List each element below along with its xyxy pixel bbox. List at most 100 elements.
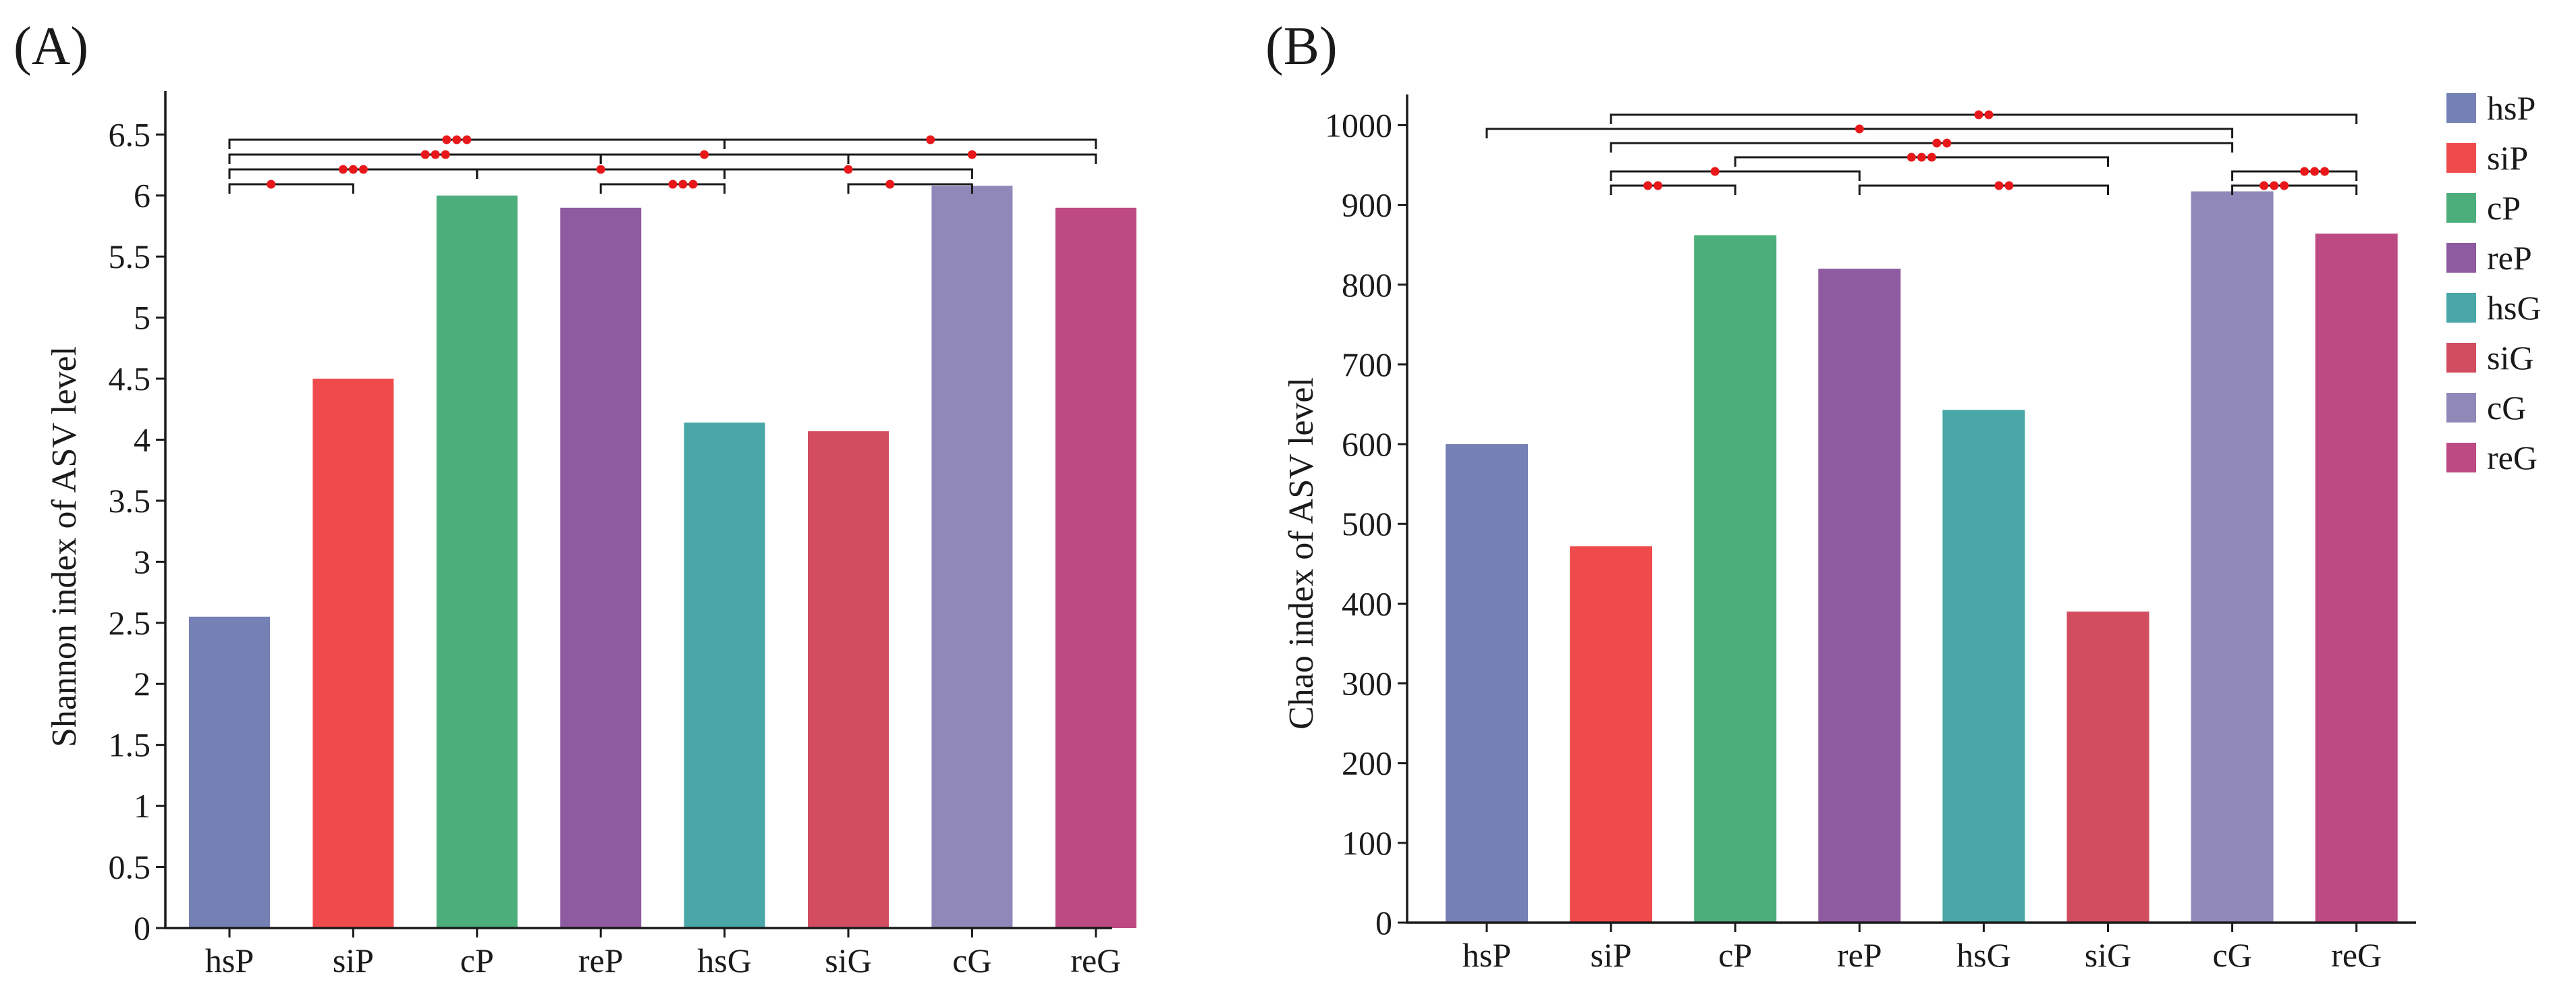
bar-siP (1570, 546, 1653, 923)
panel-a-y-axis-label: Shannon index of ASV level (45, 346, 84, 747)
significance-star (1917, 153, 1926, 162)
significance-bracket (1858, 181, 2109, 195)
y-tick-label: 2.5 (109, 604, 151, 642)
legend-swatch (2446, 293, 2476, 323)
significance-star (596, 165, 605, 174)
y-tick-label: 6 (134, 177, 150, 215)
bar-hsG (684, 423, 765, 928)
y-tick-label: 900 (1342, 186, 1392, 224)
significance-star (926, 135, 935, 144)
significance-star (452, 135, 462, 144)
significance-star (441, 150, 450, 159)
bar-siP (312, 379, 394, 928)
x-tick-label: reP (578, 942, 624, 979)
panel-a-y-ticks: 0 0.5 1 1.5 2 2.5 3 3.5 4 4.5 5 5.5 6 6.5 (109, 115, 165, 947)
y-tick-label: 4 (134, 420, 150, 458)
significance-star (1907, 153, 1916, 162)
significance-star (668, 180, 678, 189)
panel-b-label: (B) (1265, 17, 1338, 76)
y-tick-label: 1 (134, 787, 150, 825)
significance-bracket (599, 150, 850, 164)
legend-item-hsG: hsG (2446, 289, 2542, 327)
legend-swatch (2446, 443, 2476, 472)
legend-item-reP: reP (2446, 239, 2532, 277)
bar-cG (2191, 191, 2274, 923)
bar-hsP (1446, 444, 1528, 923)
y-tick-label: 0 (1375, 904, 1392, 942)
bar-hsP (189, 616, 270, 928)
significance-star (348, 165, 358, 174)
x-tick-label: cP (460, 942, 494, 979)
legend-item-siG: siG (2446, 339, 2533, 377)
significance-star (2320, 167, 2330, 176)
y-tick-label: 300 (1342, 665, 1392, 703)
x-tick-label: reG (2331, 936, 2382, 974)
significance-star (431, 150, 440, 159)
x-tick-label: siG (825, 942, 871, 979)
bar-hsG (1942, 410, 2025, 923)
y-tick-label: 5 (134, 299, 150, 337)
panel-a: (A) Shannon index of ASV level 0 0.5 1 1.5 2… (13, 17, 1136, 979)
legend-swatch (2446, 193, 2476, 223)
panel-b-axes (1406, 94, 2416, 924)
legend-item-reG: reG (2446, 439, 2538, 477)
x-tick-label: reG (1070, 942, 1121, 979)
legend-swatch (2446, 243, 2476, 273)
y-tick-label: 1000 (1325, 106, 1392, 144)
legend-item-cG: cG (2446, 389, 2526, 427)
panel-b-y-axis-label: Chao index of ASV level (1282, 377, 1321, 730)
significance-bracket (228, 180, 354, 194)
x-tick-label: siG (2085, 936, 2131, 974)
significance-star (267, 180, 276, 189)
y-tick-label: 1.5 (109, 726, 151, 764)
significance-bracket (2231, 167, 2358, 181)
legend-swatch (2446, 93, 2476, 123)
legend-swatch (2446, 393, 2476, 423)
significance-bracket (1485, 124, 2234, 138)
significance-star (1942, 138, 1952, 148)
x-tick-label: hsP (205, 942, 254, 979)
y-tick-label: 100 (1342, 824, 1392, 862)
x-tick-label: cP (1718, 936, 1752, 974)
significance-bracket (2231, 181, 2358, 195)
significance-star (338, 165, 348, 174)
significance-bracket (476, 165, 726, 179)
panel-b-significance (1485, 110, 2358, 195)
x-tick-label: siP (1591, 936, 1632, 974)
panel-a-axes (164, 91, 1112, 929)
significance-bracket (723, 165, 973, 179)
legend-swatch (2446, 143, 2476, 173)
significance-star (1984, 110, 1994, 119)
y-tick-label: 3 (134, 543, 150, 580)
significance-bracket (228, 135, 726, 149)
y-tick-label: 2 (134, 665, 150, 703)
panel-a-label: (A) (13, 17, 88, 76)
significance-star (844, 165, 853, 174)
significance-star (1974, 110, 1983, 119)
panel-b-y-ticks: 0 100 200 300 400 500 600 700 800 900 1000 (1325, 106, 1407, 942)
y-tick-label: 600 (1342, 425, 1392, 463)
significance-star (1994, 181, 2004, 190)
significance-star (1927, 153, 1936, 162)
y-tick-label: 6.5 (109, 115, 151, 153)
y-tick-label: 5.5 (109, 238, 151, 275)
y-tick-label: 200 (1342, 744, 1392, 782)
y-tick-label: 400 (1342, 584, 1392, 622)
legend-label: hsP (2487, 89, 2536, 127)
x-tick-label: hsG (1956, 936, 2011, 974)
bar-reG (2315, 234, 2398, 923)
bar-cP (1694, 235, 1777, 923)
panel-a-bars (189, 186, 1136, 929)
significance-star (2004, 181, 2014, 190)
significance-star (420, 150, 430, 159)
significance-bracket (1610, 167, 1861, 181)
significance-star (2270, 181, 2279, 190)
bar-reP (1818, 269, 1901, 923)
legend-label: reP (2487, 239, 2532, 277)
legend-label: siG (2487, 339, 2533, 377)
significance-star (1932, 138, 1942, 148)
significance-star (700, 150, 709, 159)
legend-label: cP (2487, 189, 2521, 227)
panel-a-significance (228, 135, 1097, 194)
